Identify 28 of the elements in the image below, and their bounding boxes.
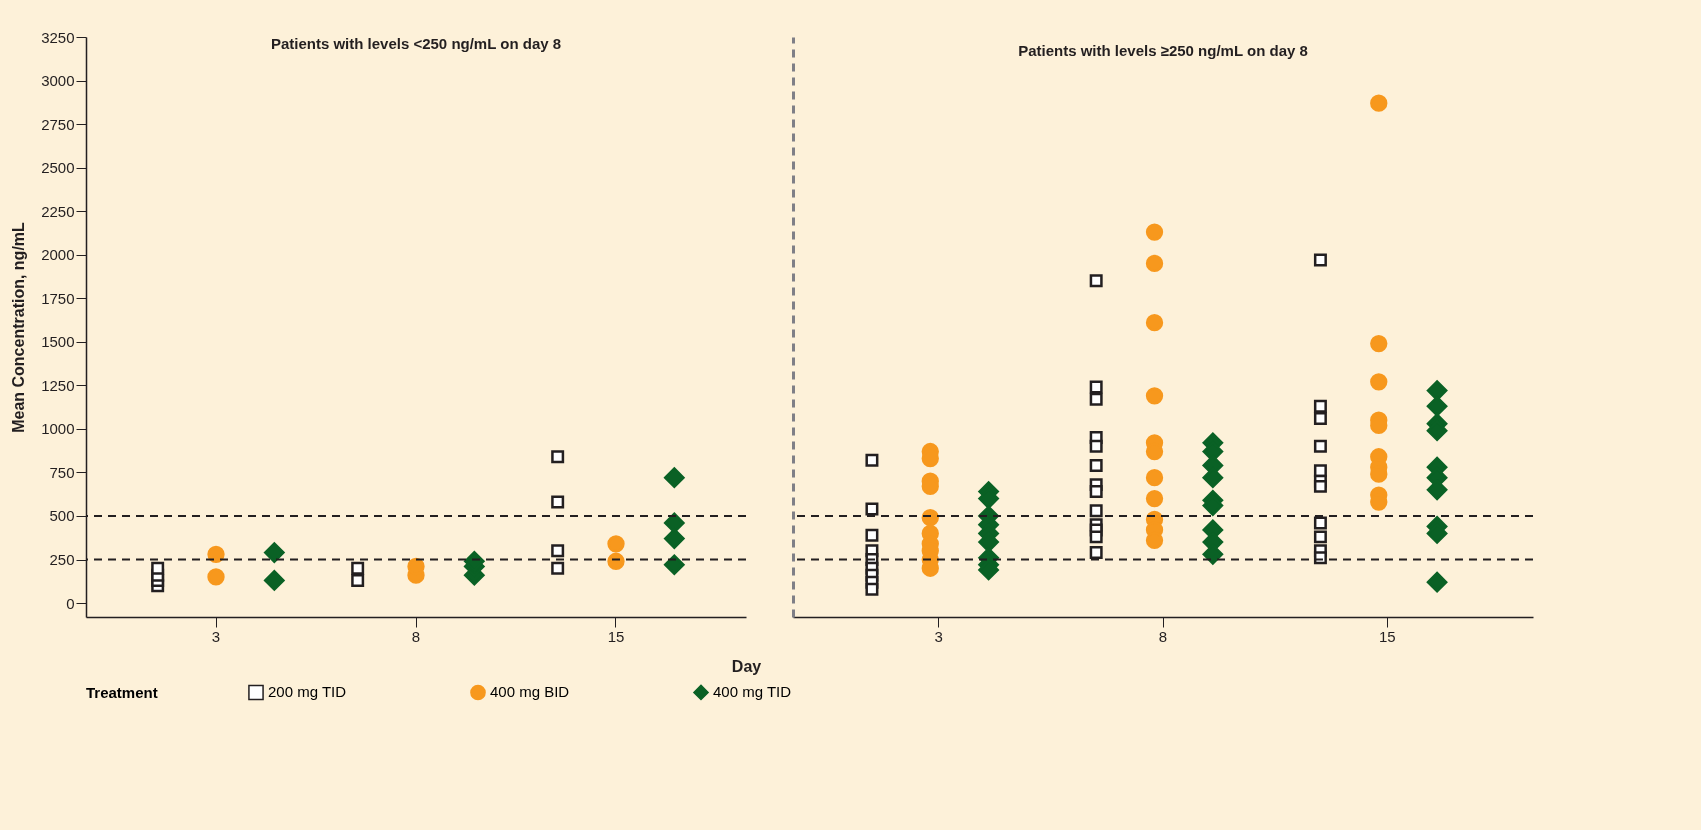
chart-title: Patients with levels <250 ng/mL on day 8 bbox=[270, 35, 562, 52]
chart-title: Patients with levels ≥250 ng/mL on day 8 bbox=[1018, 42, 1308, 59]
y-axis-title: Mean Concentration, ng/mL bbox=[10, 221, 28, 433]
x-tick-label: 15 bbox=[1378, 627, 1396, 645]
x-tick-label: 8 bbox=[411, 627, 421, 645]
y-tick-label: 1750 bbox=[41, 289, 75, 307]
y-tick-label: 1000 bbox=[41, 420, 75, 438]
x-tick-label: 3 bbox=[211, 627, 221, 645]
y-tick-label: 1250 bbox=[41, 376, 75, 394]
y-tick-label: 2500 bbox=[41, 159, 75, 177]
x-tick-label: 15 bbox=[607, 627, 625, 645]
y-tick-label: 2000 bbox=[41, 246, 75, 264]
y-tick-label: 250 bbox=[49, 551, 75, 569]
legend-label: 400 mg BID bbox=[490, 683, 570, 701]
y-tick-label: 750 bbox=[49, 463, 75, 481]
y-tick-label: 1500 bbox=[41, 333, 75, 351]
y-tick-label: 0 bbox=[66, 594, 75, 612]
x-tick-label: 8 bbox=[1158, 627, 1168, 645]
legend-title: Treatment bbox=[86, 684, 158, 701]
y-tick-label: 2750 bbox=[41, 115, 75, 133]
y-tick-label: 3000 bbox=[41, 72, 75, 90]
x-axis-title: Day bbox=[731, 657, 762, 675]
y-tick-label: 3250 bbox=[41, 28, 75, 46]
legend-label: 200 mg TID bbox=[268, 683, 347, 701]
y-tick-label: 2250 bbox=[41, 202, 75, 220]
y-tick-label: 500 bbox=[49, 507, 75, 525]
x-tick-label: 3 bbox=[934, 627, 943, 645]
legend-label: 400 mg TID bbox=[713, 683, 792, 701]
